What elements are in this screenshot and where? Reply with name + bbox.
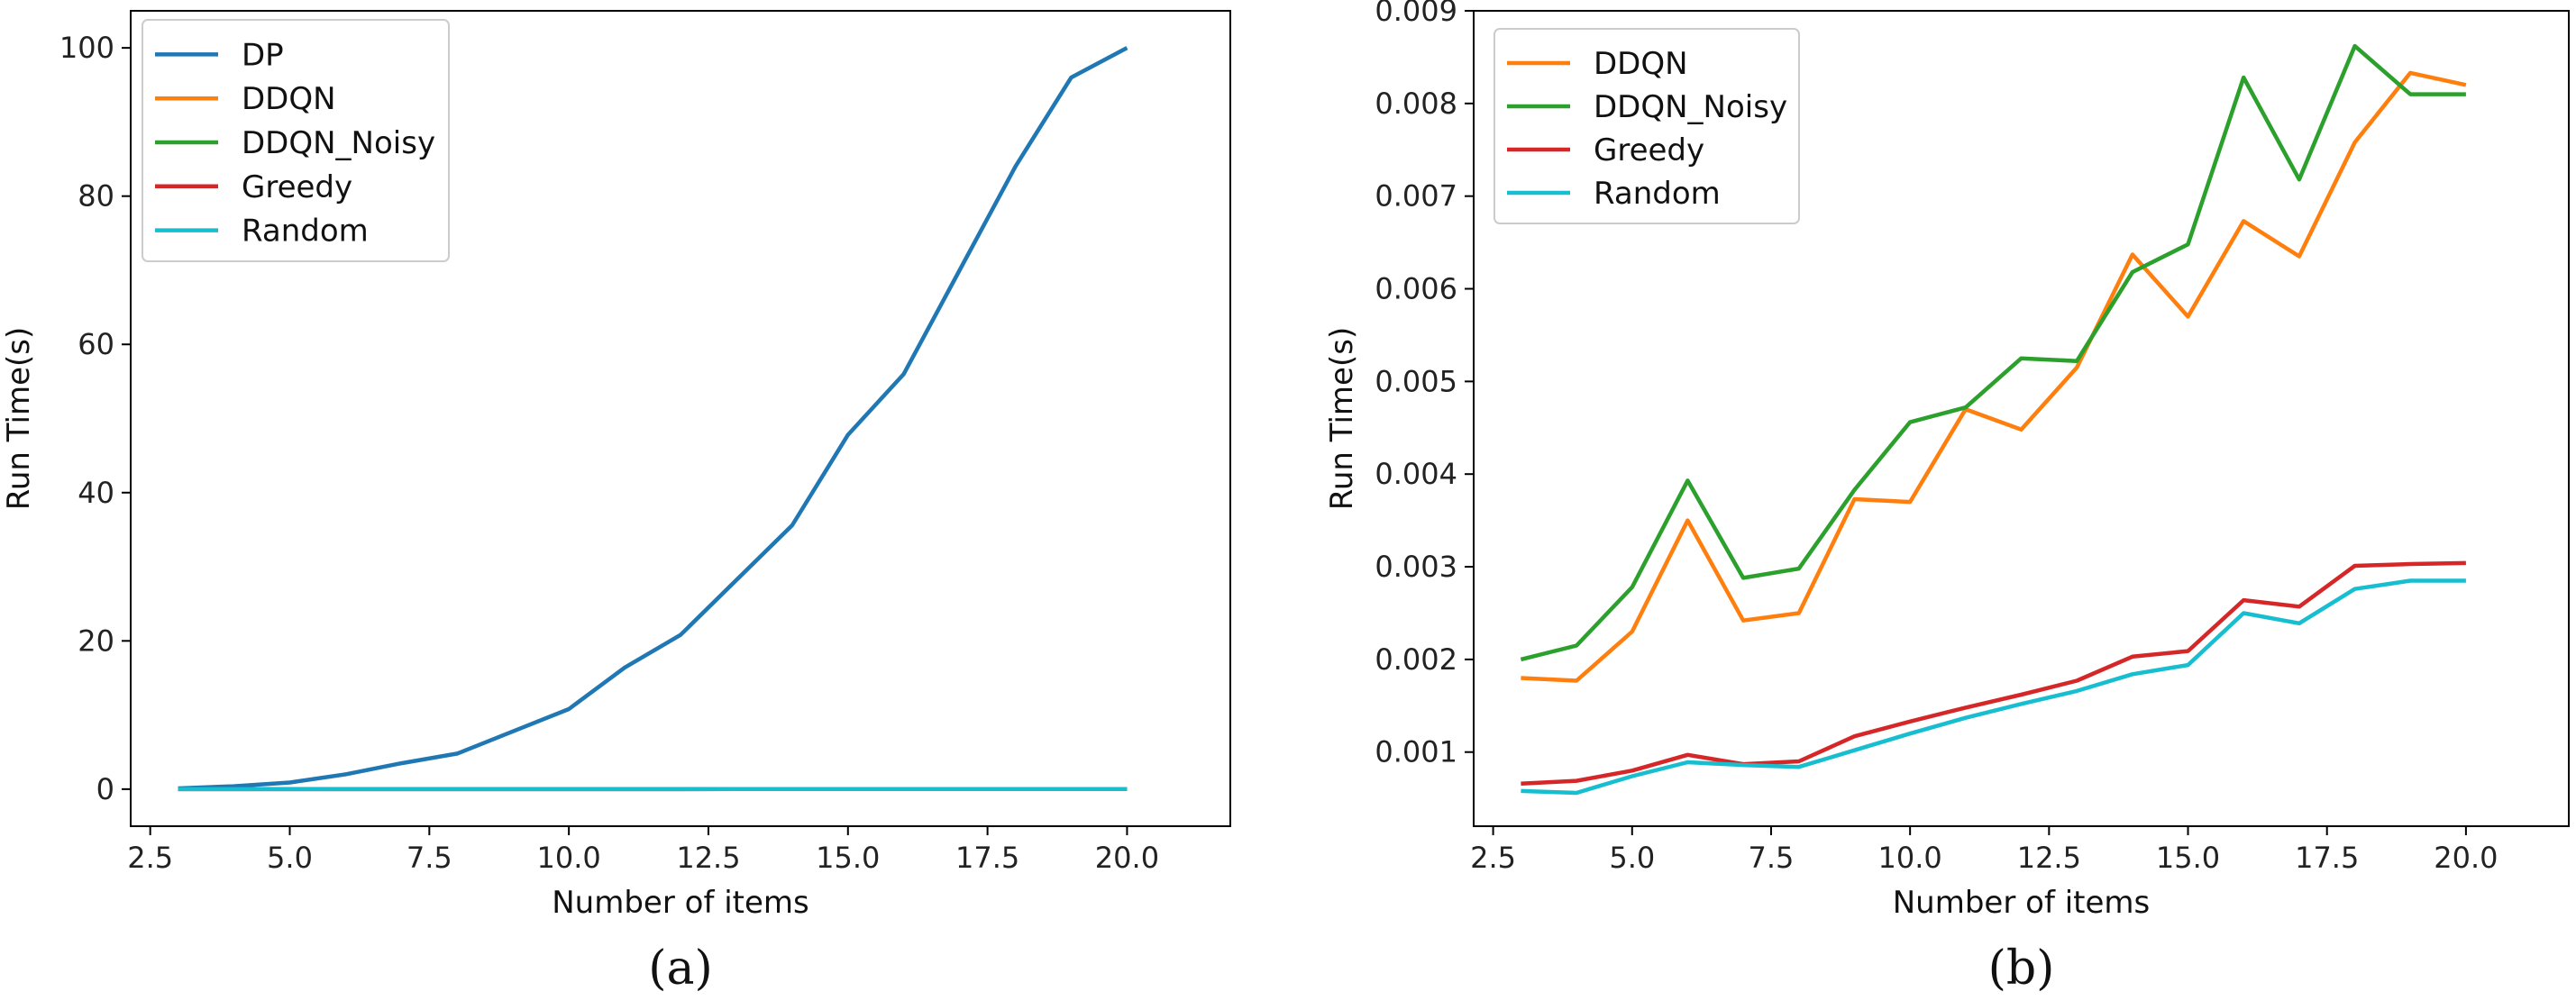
legend-label: DDQN_Noisy: [1594, 89, 1787, 125]
x-tick-label: 7.5: [1749, 841, 1795, 875]
x-tick-label: 12.5: [676, 841, 740, 875]
x-tick-label: 7.5: [406, 841, 452, 875]
legend-box: [1494, 28, 1800, 224]
x-tick-label: 15.0: [816, 841, 880, 875]
y-tick-label: 0.005: [1375, 364, 1457, 398]
legend: DP DDQN DDQN_Noisy Greedy Random: [142, 19, 450, 262]
legend-label: DDQN_Noisy: [242, 125, 435, 161]
series-group: [178, 46, 1128, 792]
x-axis-label: Number of items: [1893, 885, 2151, 921]
y-tick-label: 0.002: [1375, 642, 1457, 677]
x-tick-label: 2.5: [1470, 841, 1516, 875]
x-tick-label: 5.0: [1609, 841, 1655, 875]
x-tick-label: 10.0: [537, 841, 601, 875]
chart-b: 2.5 5.0 7.5 10.0 12.5 15.0 17.5 20.0 0.001 0.002 0…: [1324, 0, 2570, 996]
series-line-ddqn-noisy: [1520, 43, 2466, 662]
legend-label: Greedy: [242, 169, 352, 205]
y-tick-label: 0.008: [1375, 86, 1457, 121]
y-tick-label: 0.007: [1375, 179, 1457, 214]
axes-frame: [1473, 10, 2570, 827]
x-axis-label: Number of items: [552, 885, 809, 921]
series-line-greedy: [1521, 560, 2466, 786]
x-tick-label: 10.0: [1878, 841, 1942, 875]
x-tick-label: 20.0: [1095, 841, 1159, 875]
x-tick-label: 17.5: [955, 841, 1019, 875]
x-tick-label: 2.5: [127, 841, 173, 875]
panel-caption: (b): [1988, 942, 2055, 996]
y-tick-label: 0.001: [1375, 735, 1457, 769]
legend-label: DDQN: [1594, 46, 1688, 82]
y-tick-label: 0.006: [1375, 272, 1457, 306]
y-tick-label: 0: [96, 772, 114, 806]
legend-label: Greedy: [1594, 132, 1704, 168]
legend-box: [142, 19, 450, 262]
y-tick-label: 100: [59, 31, 114, 65]
panel-caption: (a): [648, 942, 713, 996]
x-tick-label: 20.0: [2434, 841, 2498, 875]
y-tick-label: 20: [78, 623, 114, 658]
series-group: [1520, 43, 2467, 796]
y-tick-label: 80: [78, 179, 114, 214]
y-tick-label: 0.009: [1375, 0, 1457, 28]
x-tick-label: 5.0: [267, 841, 313, 875]
legend: DDQN DDQN_Noisy Greedy Random: [1494, 28, 1800, 224]
legend-label: Random: [1594, 176, 1721, 212]
legend-label: Random: [242, 214, 369, 250]
series-line-ddqn: [1521, 70, 2467, 683]
x-tick-label: 12.5: [2017, 841, 2081, 875]
axes-frame: [130, 10, 1231, 827]
x-tick-label: 17.5: [2295, 841, 2359, 875]
y-tick-label: 0.004: [1375, 457, 1457, 491]
y-tick-label: 0.003: [1375, 550, 1457, 584]
chart-a: 2.5 5.0 7.5 10.0 12.5 15.0 17.5 20.0 0 20 40 60 80 10…: [1, 10, 1231, 996]
series-line-random: [1521, 578, 2466, 796]
legend-label: DDQN: [242, 81, 336, 117]
y-tick-label: 60: [78, 327, 114, 361]
y-axis-label: Run Time(s): [1324, 327, 1360, 510]
series-line-dp: [178, 46, 1128, 791]
x-tick-label: 15.0: [2156, 841, 2220, 875]
legend-label: DP: [242, 37, 284, 73]
y-tick-label: 40: [78, 476, 114, 510]
y-axis-label: Run Time(s): [1, 327, 37, 510]
